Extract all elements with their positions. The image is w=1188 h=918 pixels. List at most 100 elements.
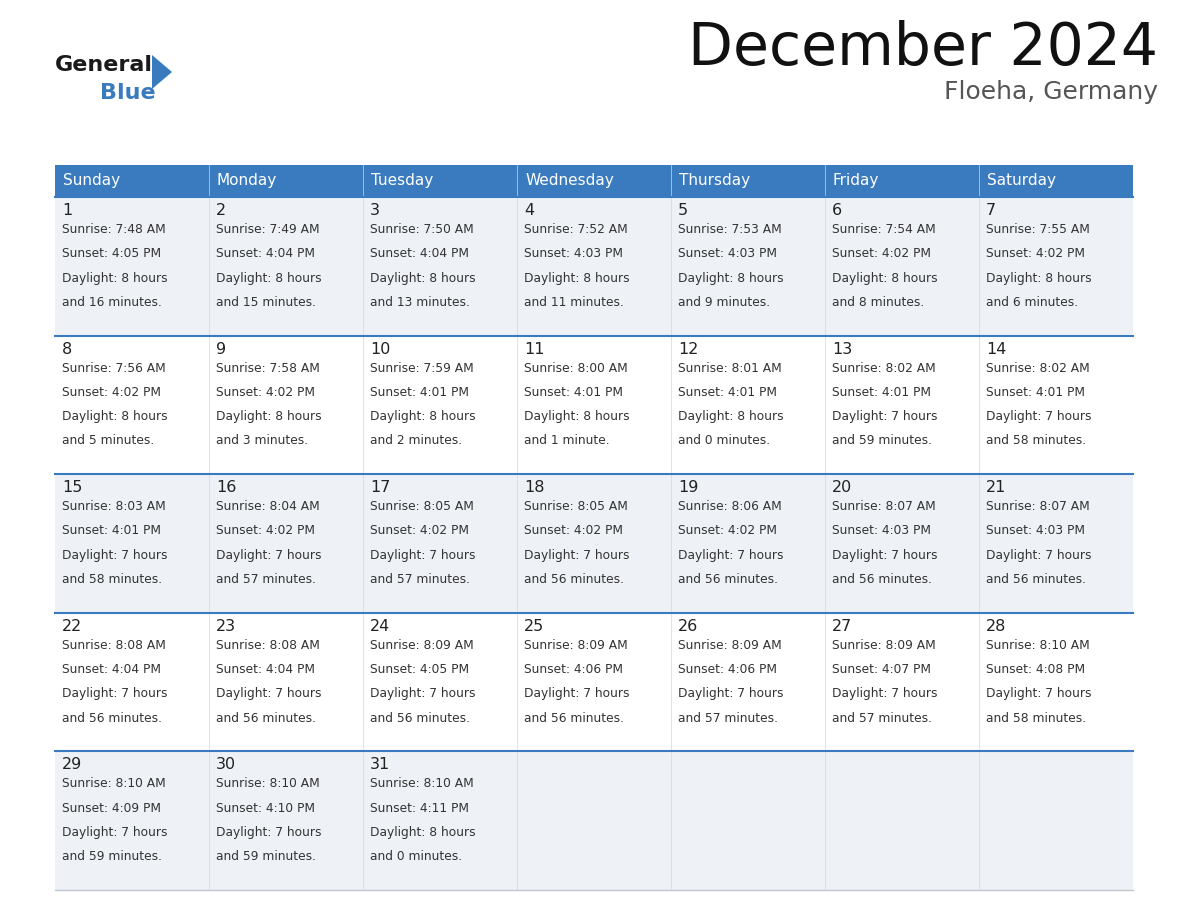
Text: and 56 minutes.: and 56 minutes. xyxy=(986,573,1086,586)
Text: Sunday: Sunday xyxy=(63,174,120,188)
Text: Thursday: Thursday xyxy=(680,174,750,188)
Text: Sunrise: 8:09 AM: Sunrise: 8:09 AM xyxy=(369,639,474,652)
Text: Saturday: Saturday xyxy=(987,174,1056,188)
Text: Sunrise: 7:54 AM: Sunrise: 7:54 AM xyxy=(832,223,936,236)
Text: and 3 minutes.: and 3 minutes. xyxy=(216,434,308,447)
Text: Sunset: 4:10 PM: Sunset: 4:10 PM xyxy=(216,801,315,814)
Text: Floeha, Germany: Floeha, Germany xyxy=(944,80,1158,104)
Text: Sunset: 4:03 PM: Sunset: 4:03 PM xyxy=(986,524,1085,537)
Text: Daylight: 7 hours: Daylight: 7 hours xyxy=(369,688,475,700)
Text: 7: 7 xyxy=(986,203,996,218)
Text: Sunrise: 8:05 AM: Sunrise: 8:05 AM xyxy=(524,500,628,513)
Text: Sunrise: 8:10 AM: Sunrise: 8:10 AM xyxy=(216,778,320,790)
Text: Sunset: 4:04 PM: Sunset: 4:04 PM xyxy=(216,663,315,676)
Text: Daylight: 8 hours: Daylight: 8 hours xyxy=(62,410,168,423)
Text: Sunset: 4:02 PM: Sunset: 4:02 PM xyxy=(216,524,315,537)
Text: Sunset: 4:02 PM: Sunset: 4:02 PM xyxy=(524,524,623,537)
Text: Daylight: 7 hours: Daylight: 7 hours xyxy=(216,549,322,562)
Text: Sunset: 4:04 PM: Sunset: 4:04 PM xyxy=(369,247,469,261)
Text: and 13 minutes.: and 13 minutes. xyxy=(369,296,470,308)
Text: 25: 25 xyxy=(524,619,544,633)
Text: 1: 1 xyxy=(62,203,72,218)
Text: Daylight: 8 hours: Daylight: 8 hours xyxy=(524,410,630,423)
Text: Sunrise: 8:09 AM: Sunrise: 8:09 AM xyxy=(678,639,782,652)
Text: Daylight: 7 hours: Daylight: 7 hours xyxy=(369,549,475,562)
Text: Sunrise: 8:02 AM: Sunrise: 8:02 AM xyxy=(986,362,1089,375)
Text: 31: 31 xyxy=(369,757,390,772)
Text: Sunset: 4:02 PM: Sunset: 4:02 PM xyxy=(216,386,315,398)
Text: and 56 minutes.: and 56 minutes. xyxy=(524,573,624,586)
Text: Sunset: 4:09 PM: Sunset: 4:09 PM xyxy=(62,801,162,814)
Text: Sunrise: 8:07 AM: Sunrise: 8:07 AM xyxy=(832,500,936,513)
Bar xyxy=(55,752,1133,890)
Text: Sunrise: 8:10 AM: Sunrise: 8:10 AM xyxy=(369,778,474,790)
Bar xyxy=(55,165,1133,197)
Text: Daylight: 8 hours: Daylight: 8 hours xyxy=(216,272,322,285)
Text: Daylight: 7 hours: Daylight: 7 hours xyxy=(216,688,322,700)
Text: Sunset: 4:11 PM: Sunset: 4:11 PM xyxy=(369,801,469,814)
Text: 19: 19 xyxy=(678,480,699,495)
Text: Sunrise: 8:07 AM: Sunrise: 8:07 AM xyxy=(986,500,1089,513)
Text: 9: 9 xyxy=(216,341,226,356)
Text: 27: 27 xyxy=(832,619,852,633)
Text: Sunrise: 7:59 AM: Sunrise: 7:59 AM xyxy=(369,362,474,375)
Text: 21: 21 xyxy=(986,480,1006,495)
Text: and 15 minutes.: and 15 minutes. xyxy=(216,296,316,308)
Text: 28: 28 xyxy=(986,619,1006,633)
Text: Sunrise: 7:48 AM: Sunrise: 7:48 AM xyxy=(62,223,166,236)
Text: Daylight: 7 hours: Daylight: 7 hours xyxy=(678,549,784,562)
Text: Sunrise: 8:02 AM: Sunrise: 8:02 AM xyxy=(832,362,936,375)
Text: 18: 18 xyxy=(524,480,544,495)
Text: Monday: Monday xyxy=(217,174,277,188)
Text: Sunrise: 8:08 AM: Sunrise: 8:08 AM xyxy=(216,639,320,652)
Text: Daylight: 8 hours: Daylight: 8 hours xyxy=(678,272,784,285)
Polygon shape xyxy=(152,55,172,89)
Text: Daylight: 8 hours: Daylight: 8 hours xyxy=(986,272,1092,285)
Bar xyxy=(55,475,1133,613)
Text: Sunset: 4:03 PM: Sunset: 4:03 PM xyxy=(524,247,623,261)
Text: Sunset: 4:01 PM: Sunset: 4:01 PM xyxy=(832,386,931,398)
Text: Sunset: 4:03 PM: Sunset: 4:03 PM xyxy=(832,524,931,537)
Text: and 57 minutes.: and 57 minutes. xyxy=(678,711,778,724)
Text: Sunset: 4:07 PM: Sunset: 4:07 PM xyxy=(832,663,931,676)
Text: Sunrise: 7:56 AM: Sunrise: 7:56 AM xyxy=(62,362,166,375)
Text: 17: 17 xyxy=(369,480,391,495)
Text: Sunset: 4:06 PM: Sunset: 4:06 PM xyxy=(524,663,623,676)
Text: and 57 minutes.: and 57 minutes. xyxy=(216,573,316,586)
Text: Sunrise: 7:49 AM: Sunrise: 7:49 AM xyxy=(216,223,320,236)
Text: Sunrise: 8:01 AM: Sunrise: 8:01 AM xyxy=(678,362,782,375)
Text: Daylight: 7 hours: Daylight: 7 hours xyxy=(832,549,937,562)
Text: and 57 minutes.: and 57 minutes. xyxy=(369,573,470,586)
Text: Sunset: 4:03 PM: Sunset: 4:03 PM xyxy=(678,247,777,261)
Text: Sunrise: 7:55 AM: Sunrise: 7:55 AM xyxy=(986,223,1089,236)
Text: 2: 2 xyxy=(216,203,226,218)
Text: Sunset: 4:05 PM: Sunset: 4:05 PM xyxy=(369,663,469,676)
Text: Sunrise: 8:00 AM: Sunrise: 8:00 AM xyxy=(524,362,627,375)
Text: and 56 minutes.: and 56 minutes. xyxy=(216,711,316,724)
Text: Daylight: 7 hours: Daylight: 7 hours xyxy=(832,688,937,700)
Text: Daylight: 8 hours: Daylight: 8 hours xyxy=(62,272,168,285)
Text: Sunrise: 8:09 AM: Sunrise: 8:09 AM xyxy=(832,639,936,652)
Text: Sunset: 4:01 PM: Sunset: 4:01 PM xyxy=(986,386,1085,398)
Text: and 56 minutes.: and 56 minutes. xyxy=(369,711,470,724)
Text: Blue: Blue xyxy=(100,83,156,103)
Text: and 57 minutes.: and 57 minutes. xyxy=(832,711,933,724)
Text: Sunrise: 8:08 AM: Sunrise: 8:08 AM xyxy=(62,639,166,652)
Text: 3: 3 xyxy=(369,203,380,218)
Bar xyxy=(55,197,1133,336)
Text: 10: 10 xyxy=(369,341,391,356)
Text: Sunrise: 7:52 AM: Sunrise: 7:52 AM xyxy=(524,223,627,236)
Text: Tuesday: Tuesday xyxy=(371,174,434,188)
Text: 23: 23 xyxy=(216,619,236,633)
Text: Daylight: 7 hours: Daylight: 7 hours xyxy=(524,688,630,700)
Text: Wednesday: Wednesday xyxy=(525,174,614,188)
Text: Sunset: 4:02 PM: Sunset: 4:02 PM xyxy=(832,247,931,261)
Text: 24: 24 xyxy=(369,619,390,633)
Text: and 9 minutes.: and 9 minutes. xyxy=(678,296,770,308)
Text: Daylight: 7 hours: Daylight: 7 hours xyxy=(986,549,1092,562)
Text: and 11 minutes.: and 11 minutes. xyxy=(524,296,624,308)
Text: Sunset: 4:04 PM: Sunset: 4:04 PM xyxy=(216,247,315,261)
Text: Sunset: 4:06 PM: Sunset: 4:06 PM xyxy=(678,663,777,676)
Text: Sunset: 4:02 PM: Sunset: 4:02 PM xyxy=(62,386,162,398)
Text: 22: 22 xyxy=(62,619,82,633)
